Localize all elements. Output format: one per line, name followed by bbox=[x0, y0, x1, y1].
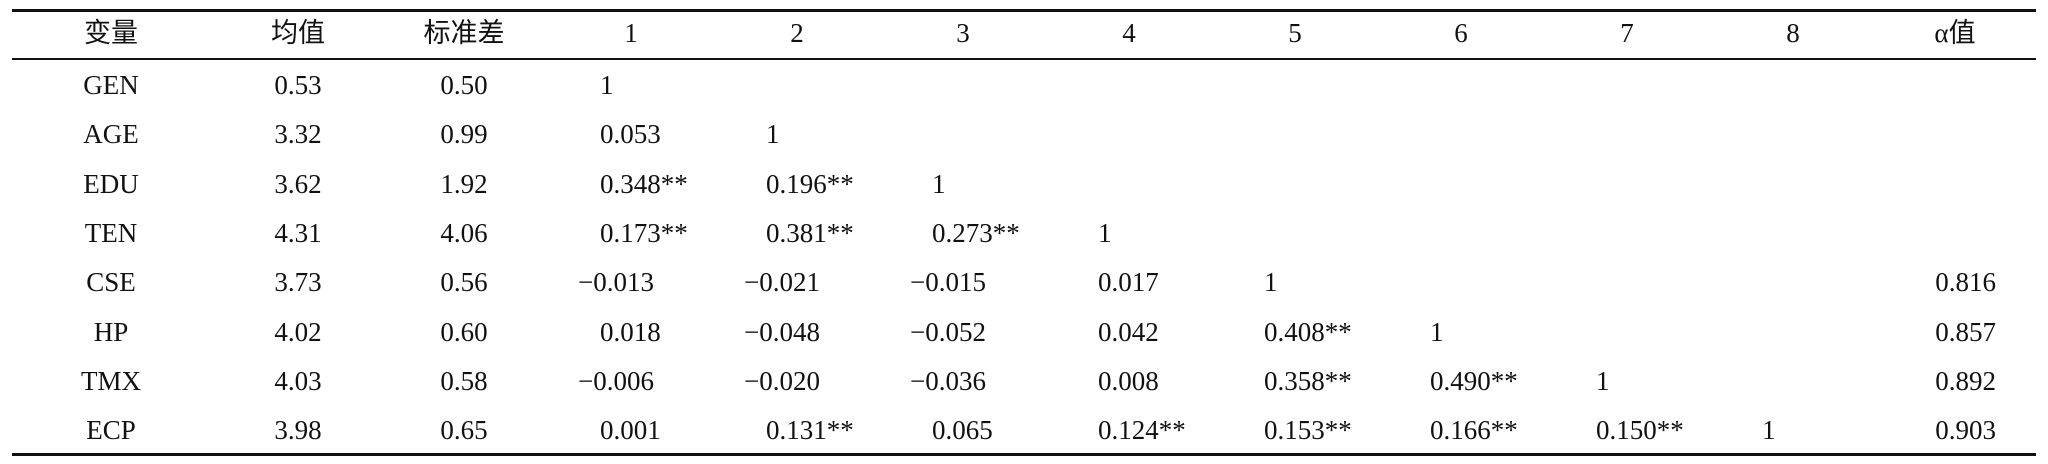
row-label: GEN bbox=[83, 70, 139, 100]
correlation-cell: 0.042 bbox=[1098, 316, 1159, 347]
correlation-cell: 1 bbox=[1762, 415, 1776, 446]
correlation-cell: 1 bbox=[932, 168, 946, 199]
correlation-cell: 0.166** bbox=[1430, 415, 1518, 446]
correlation-cell: 0.381** bbox=[766, 217, 854, 248]
column-header: 6 bbox=[1454, 18, 1468, 48]
sd-cell: 1.92 bbox=[440, 168, 488, 199]
correlation-cell: 0.408** bbox=[1264, 316, 1352, 347]
column-header: 3 bbox=[956, 18, 970, 48]
column-header: 4 bbox=[1122, 18, 1136, 48]
column-header: 8 bbox=[1786, 18, 1800, 48]
correlation-cell: −0.020 bbox=[744, 365, 820, 396]
correlation-cell: −0.013 bbox=[578, 267, 654, 298]
top-rule bbox=[12, 9, 2036, 12]
correlation-cell: −0.015 bbox=[910, 267, 986, 298]
alpha-cell: 0.892 bbox=[1935, 365, 1996, 396]
correlation-cell: 0.124** bbox=[1098, 415, 1186, 446]
header-rule bbox=[12, 58, 2036, 60]
column-header: 均值 bbox=[271, 18, 325, 48]
correlation-cell: 0.131** bbox=[766, 415, 854, 446]
row-label: AGE bbox=[83, 119, 139, 150]
column-header: 标准差 bbox=[423, 18, 505, 48]
correlation-cell: 0.358** bbox=[1264, 365, 1352, 396]
sd-cell: 0.56 bbox=[440, 267, 488, 298]
correlation-cell: 0.173** bbox=[600, 217, 688, 248]
correlation-cell: −0.036 bbox=[910, 365, 986, 396]
mean-cell: 4.03 bbox=[274, 365, 322, 396]
correlation-cell: 0.273** bbox=[932, 217, 1020, 248]
correlation-cell: −0.052 bbox=[910, 316, 986, 347]
sd-cell: 4.06 bbox=[440, 217, 488, 248]
correlation-cell: 1 bbox=[1098, 217, 1112, 248]
row-label: TMX bbox=[81, 365, 141, 396]
column-header: 5 bbox=[1288, 18, 1302, 48]
row-label: TEN bbox=[84, 217, 138, 248]
row-label: CSE bbox=[86, 267, 136, 298]
correlation-cell: 0.348** bbox=[600, 168, 688, 199]
correlation-cell: 0.490** bbox=[1430, 365, 1518, 396]
column-header: 7 bbox=[1620, 18, 1634, 48]
correlation-cell: 1 bbox=[766, 119, 780, 150]
sd-cell: 0.60 bbox=[440, 316, 488, 347]
row-label: ECP bbox=[86, 415, 136, 446]
correlation-cell: 1 bbox=[1264, 267, 1278, 298]
mean-cell: 0.53 bbox=[274, 70, 322, 100]
correlation-cell: 1 bbox=[1596, 365, 1610, 396]
sd-cell: 0.65 bbox=[440, 415, 488, 446]
correlation-cell: 0.196** bbox=[766, 168, 854, 199]
sd-cell: 0.99 bbox=[440, 119, 488, 150]
row-label: EDU bbox=[83, 168, 139, 199]
mean-cell: 3.62 bbox=[274, 168, 322, 199]
mean-cell: 3.98 bbox=[274, 415, 322, 446]
mean-cell: 3.32 bbox=[274, 119, 322, 150]
correlation-cell: 0.008 bbox=[1098, 365, 1159, 396]
correlation-cell: 0.017 bbox=[1098, 267, 1159, 298]
correlation-cell: 1 bbox=[1430, 316, 1444, 347]
column-header: α值 bbox=[1934, 18, 1976, 48]
correlation-cell: 0.065 bbox=[932, 415, 993, 446]
mean-cell: 4.31 bbox=[274, 217, 322, 248]
correlation-cell: −0.006 bbox=[578, 365, 654, 396]
alpha-cell: 0.903 bbox=[1935, 415, 1996, 446]
mean-cell: 4.02 bbox=[274, 316, 322, 347]
alpha-cell: 0.816 bbox=[1935, 267, 1996, 298]
row-label: HP bbox=[93, 316, 129, 347]
correlation-cell: 0.150** bbox=[1596, 415, 1684, 446]
correlation-cell: 0.001 bbox=[600, 415, 661, 446]
mean-cell: 3.73 bbox=[274, 267, 322, 298]
correlation-cell: −0.021 bbox=[744, 267, 820, 298]
sd-cell: 0.58 bbox=[440, 365, 488, 396]
bottom-rule bbox=[12, 453, 2036, 456]
correlation-cell: −0.048 bbox=[744, 316, 820, 347]
column-header: 1 bbox=[624, 18, 638, 48]
column-header: 2 bbox=[790, 18, 804, 48]
correlation-cell: 0.053 bbox=[600, 119, 661, 150]
alpha-cell: 0.857 bbox=[1935, 316, 1996, 347]
sd-cell: 0.50 bbox=[440, 70, 488, 100]
correlation-cell: 1 bbox=[600, 70, 614, 100]
correlation-cell: 0.153** bbox=[1264, 415, 1352, 446]
correlation-cell: 0.018 bbox=[600, 316, 661, 347]
column-header: 变量 bbox=[84, 18, 138, 48]
